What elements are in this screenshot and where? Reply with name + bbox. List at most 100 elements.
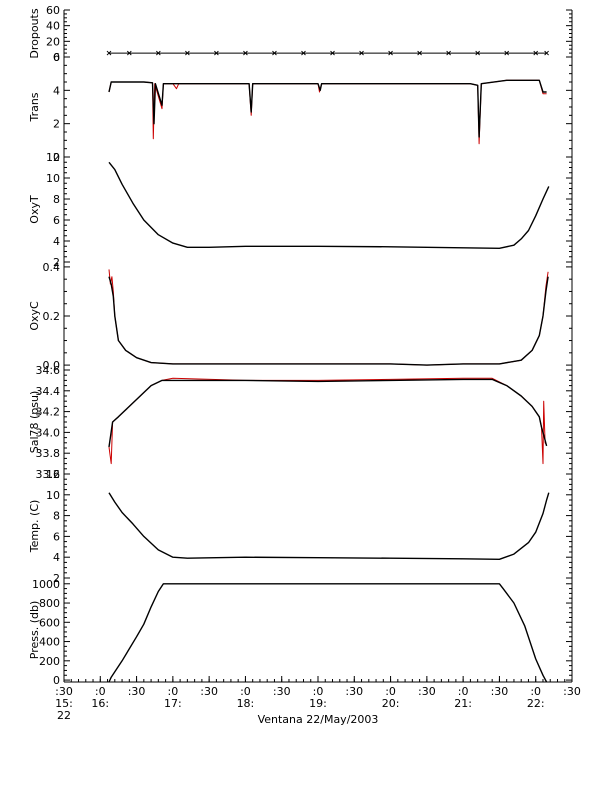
y-tick-label: 10 — [46, 489, 60, 502]
x-tick-hour-label: 15: — [55, 697, 73, 710]
x-tick-day-label: 22 — [57, 709, 71, 722]
data-point — [155, 50, 161, 56]
x-tick-label: :0 — [167, 685, 178, 698]
data-point-stroke — [243, 50, 248, 56]
x-tick-hour-label: 21: — [454, 697, 472, 710]
y-tick-label: 600 — [39, 616, 60, 629]
series-line-a — [108, 377, 548, 465]
data-point — [533, 50, 539, 56]
x-tick-label: :30 — [563, 685, 581, 698]
y-tick-label: 2 — [53, 118, 60, 131]
data-point — [475, 50, 481, 56]
x-tick-hour-label: 20: — [382, 697, 400, 710]
y-tick-label: 6 — [53, 214, 60, 227]
y-axis-title: Trans — [28, 92, 41, 122]
data-point — [417, 50, 422, 56]
x-tick-label: :0 — [458, 685, 469, 698]
y-axis-title: Dropouts — [28, 8, 41, 58]
x-tick-hour-label: 22: — [527, 697, 545, 710]
series-line-a — [108, 583, 548, 683]
panel-oxyt: 2 4 6 8 10 12 OxyT — [28, 151, 573, 269]
panel-temp: 2 4 6 8 10 12 Temp. (C) — [28, 468, 573, 585]
y-tick-label: 40 — [46, 20, 60, 33]
series-line-a — [108, 492, 550, 560]
y-tick-label: 34.0 — [36, 426, 61, 439]
y-tick-label: 33.8 — [36, 447, 61, 460]
data-point — [106, 50, 112, 56]
panel-trans: 0 2 4 6 Trans — [28, 51, 573, 164]
y-tick-label: 400 — [39, 636, 60, 649]
data-point-stroke — [475, 50, 481, 56]
x-axis-title: Ventana 22/May/2003 — [258, 713, 379, 726]
data-point-stroke — [533, 50, 539, 56]
y-tick-label: 4 — [53, 84, 60, 97]
panel-sal78: 33.6 33.8 34.0 34.2 34.4 34.6 Sal78 (psu) — [28, 364, 573, 481]
y-axis-title: OxyT — [28, 195, 41, 224]
y-tick-label: 0.2 — [43, 310, 61, 323]
y-tick-label: 33.6 — [36, 468, 61, 481]
x-tick-label: :30 — [273, 685, 291, 698]
x-tick-hour-label: 19: — [309, 697, 327, 710]
y-tick-label: 0.4 — [43, 261, 61, 274]
y-tick-label: 8 — [53, 193, 60, 206]
data-point-stroke — [214, 50, 219, 56]
data-point — [446, 50, 451, 56]
x-tick-hour-label: 18: — [237, 697, 255, 710]
data-point — [243, 50, 248, 56]
y-tick-label: 34.6 — [36, 364, 61, 377]
x-tick-label: :0 — [530, 685, 541, 698]
y-tick-label: 20 — [46, 35, 60, 48]
x-tick-label: :0 — [240, 685, 251, 698]
data-point-stroke — [272, 50, 277, 56]
y-axis-title: Sal78 (psu) — [28, 391, 41, 454]
data-point-stroke — [544, 50, 549, 56]
data-point-stroke — [155, 50, 161, 56]
data-point-stroke — [504, 50, 510, 56]
x-tick-hour-label: 17: — [164, 697, 182, 710]
x-tick-hour-label: 16: — [91, 697, 109, 710]
y-tick-label: 12 — [46, 151, 60, 164]
x-tick-label: :30 — [418, 685, 436, 698]
data-point — [330, 50, 335, 56]
y-tick-label: 200 — [39, 655, 60, 668]
chart-panels: 0204060Dropouts0246Trans24681012OxyT0.00… — [28, 4, 573, 687]
y-axis-title: Press. (db) — [28, 601, 41, 660]
y-tick-label: 0 — [53, 674, 60, 687]
y-tick-label: 6 — [53, 530, 60, 543]
series-line-a — [108, 161, 550, 250]
y-tick-label: 0.0 — [43, 359, 61, 372]
y-tick-label: 34.4 — [36, 385, 61, 398]
data-point-stroke — [417, 50, 422, 56]
data-point — [388, 50, 393, 56]
y-tick-label: 800 — [39, 597, 60, 610]
y-tick-label: 34.2 — [36, 406, 61, 419]
data-point-stroke — [185, 50, 190, 56]
y-tick-label: 1000 — [32, 578, 60, 591]
data-point-stroke — [359, 50, 364, 56]
data-point-stroke — [106, 50, 112, 56]
y-tick-label: 12 — [46, 468, 60, 481]
y-tick-label: 6 — [53, 51, 60, 64]
x-tick-label: :0 — [95, 685, 106, 698]
y-tick-label: 60 — [46, 4, 60, 17]
x-tick-label: :30 — [128, 685, 146, 698]
y-tick-label: 2 — [53, 256, 60, 269]
y-tick-label: 0 — [53, 51, 60, 64]
x-tick-label: :0 — [385, 685, 396, 698]
data-point-stroke — [301, 50, 306, 56]
series-line-a — [108, 269, 549, 366]
x-tick-label: :30 — [200, 685, 218, 698]
series-line-b — [108, 276, 549, 366]
x-tick-label: :30 — [491, 685, 509, 698]
y-tick-label: 4 — [53, 235, 60, 248]
panel-press: 0 200 400 600 800 1000 Press. (db) — [28, 578, 573, 687]
y-axis-title: OxyC — [28, 301, 41, 331]
x-tick-label: :30 — [345, 685, 363, 698]
data-point-stroke — [446, 50, 451, 56]
y-tick-label: 8 — [53, 510, 60, 523]
x-tick-label: :0 — [313, 685, 324, 698]
data-point-stroke — [126, 50, 132, 56]
panel-oxyc: 0.0 0.2 0.4 OxyC — [28, 261, 573, 372]
data-point-stroke — [388, 50, 393, 56]
x-tick-label: :30 — [55, 685, 73, 698]
